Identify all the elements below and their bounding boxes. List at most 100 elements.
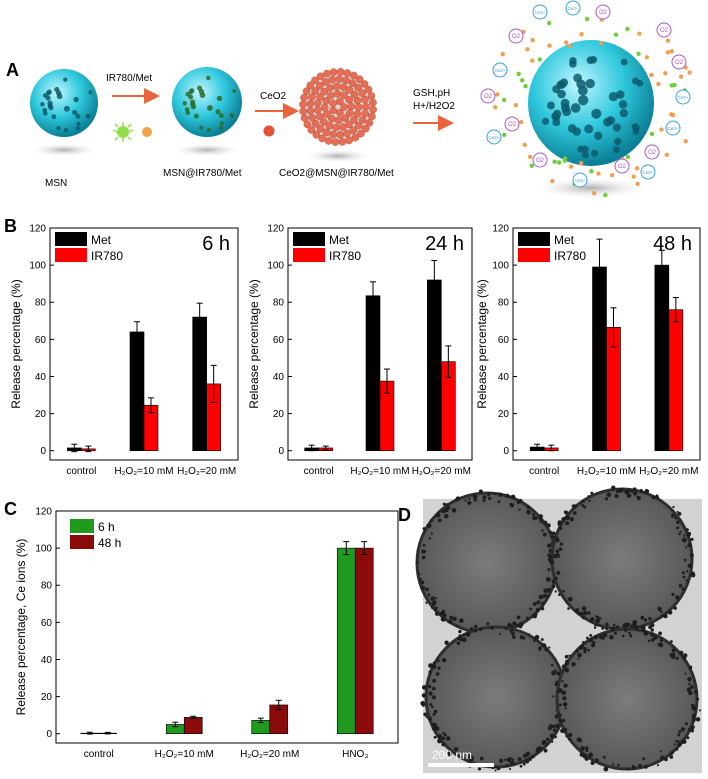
tem-ceria-grain	[689, 667, 692, 671]
ceria-dot	[357, 129, 365, 138]
tem-ceria-grain	[651, 495, 656, 500]
tem-ceria-grain	[551, 724, 556, 729]
tem-ceria-grain	[598, 617, 602, 620]
tem-ceria-grain	[448, 619, 453, 625]
ceria-dot	[351, 133, 360, 142]
tem-ceria-grain	[508, 624, 511, 627]
tem-ceria-grain	[453, 747, 459, 752]
tem-ceria-grain	[641, 625, 646, 630]
ceria-dot	[332, 82, 341, 91]
tem-ceria-grain	[675, 740, 678, 743]
tem-ceria-grain	[684, 722, 688, 726]
pore	[63, 105, 70, 112]
tem-ceria-grain	[465, 632, 471, 637]
tem-ceria-grain	[431, 695, 436, 700]
tem-ceria-grain	[432, 678, 437, 683]
plot-frame	[512, 227, 701, 461]
tem-ceria-grain	[561, 679, 564, 683]
released-molecule	[599, 41, 604, 46]
oxygen-icon	[504, 116, 520, 132]
tem-ceria-grain	[582, 640, 585, 644]
tem-ceria-grain	[613, 631, 618, 635]
tem-ceria-grain	[568, 654, 571, 657]
released-molecule	[644, 55, 650, 60]
released-molecule	[516, 71, 521, 77]
tem-ceria-grain	[538, 648, 541, 652]
ceria-dot	[350, 71, 358, 80]
oxygen-label: O2	[599, 10, 608, 16]
tem-ceria-grain	[451, 508, 457, 513]
tem-ceria-grain	[605, 627, 609, 631]
tem-ceria-grain	[675, 747, 679, 751]
tem-ceria-grain	[656, 764, 660, 767]
ce-ion-label: Ce3+	[535, 10, 546, 15]
tem-ceria-grain	[578, 738, 582, 743]
tem-ceria-grain	[640, 615, 645, 620]
ce-ion-icon	[640, 164, 656, 180]
tem-ceria-grain	[494, 492, 497, 496]
tem-ceria-grain	[468, 497, 471, 500]
tem-ceria-grain	[563, 727, 568, 732]
pore	[51, 114, 57, 120]
ceria-dot	[360, 80, 369, 88]
pore	[63, 77, 68, 82]
tem-ceria-grain	[660, 613, 665, 618]
tem-ceria-grain	[683, 558, 687, 562]
released-molecule	[670, 112, 676, 118]
x-tick-label: HNO₃	[342, 749, 368, 760]
ceria-dot	[312, 130, 321, 139]
tem-ceria-grain	[614, 494, 619, 499]
ceria-dot	[358, 89, 367, 97]
bar	[427, 279, 442, 452]
tem-ceria-grain	[447, 751, 451, 755]
ceria-dot	[328, 75, 337, 84]
pore	[54, 86, 60, 93]
ceria-dot	[329, 106, 337, 115]
tem-ceria-grain	[540, 606, 545, 611]
tem-ceria-grain	[438, 518, 442, 523]
tem-ceria-grain	[561, 517, 566, 522]
x-tick-label: control	[66, 466, 96, 477]
tem-ceria-grain	[472, 494, 478, 499]
y-tick-label: 80	[273, 298, 285, 309]
oxygen-icon	[508, 28, 524, 44]
pore	[206, 75, 211, 81]
tem-ceria-grain	[422, 543, 426, 547]
ceria-dot	[311, 119, 320, 128]
ce-ion-icon	[492, 62, 508, 78]
tem-ceria-grain	[689, 553, 694, 558]
tem-ceria-grain	[548, 646, 551, 649]
tem-ceria-grain	[677, 512, 682, 516]
tem-ceria-grain	[432, 664, 437, 669]
tem-ceria-grain	[449, 615, 454, 620]
tem-ceria-grain	[544, 647, 549, 652]
met-icon	[142, 127, 152, 137]
released-molecule	[495, 92, 500, 97]
pore	[219, 125, 224, 130]
tem-ceria-grain	[659, 750, 662, 753]
tem-ceria-grain	[462, 633, 466, 637]
released-molecule	[603, 192, 608, 198]
tem-ceria-grain	[567, 607, 570, 610]
ceria-dot	[347, 102, 356, 111]
pore	[632, 127, 640, 135]
tem-ceria-grain	[557, 555, 560, 558]
tem-ceria-grain	[653, 635, 658, 640]
ceria-dot	[323, 69, 331, 78]
pore	[40, 102, 45, 107]
tem-ceria-grain	[541, 529, 544, 532]
ceria-dot	[306, 81, 315, 90]
tem-ceria-grain	[516, 501, 520, 505]
tem-ceria-grain	[559, 542, 564, 546]
tem-ceria-grain	[564, 661, 570, 666]
tem-ceria-grain	[650, 638, 655, 642]
ceria-dot	[334, 116, 343, 125]
ceria-dot	[350, 116, 358, 124]
arrow2-label: CeO2	[260, 91, 287, 102]
ceria-dot	[350, 90, 359, 99]
ceria-dot	[348, 79, 357, 88]
tem-ceria-grain	[669, 755, 674, 759]
ce-ion-label: Ce3+	[678, 95, 689, 100]
tem-ceria-grain	[427, 716, 432, 721]
pore	[584, 124, 594, 134]
